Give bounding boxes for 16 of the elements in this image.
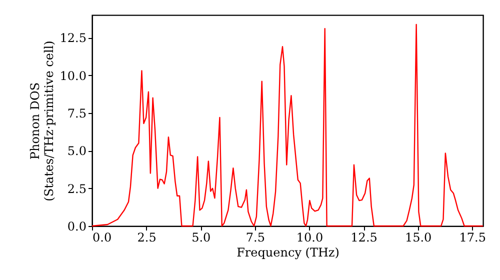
x-tick-label: 10.0 bbox=[296, 230, 324, 244]
x-tick-label: 12.5 bbox=[350, 230, 378, 244]
y-axis-title: Phonon DOS (States/THz·primitive cell) bbox=[28, 40, 56, 202]
y-tick-label: 0.0 bbox=[67, 220, 86, 234]
y-tick-label: 5.0 bbox=[67, 144, 86, 158]
x-axis-title: Frequency (THz) bbox=[236, 246, 340, 260]
x-tick-label: 2.5 bbox=[137, 230, 156, 244]
y-tick-label: 10.0 bbox=[60, 68, 86, 83]
x-tick-label: 5.0 bbox=[192, 230, 211, 244]
x-tick-label: 15.0 bbox=[404, 230, 432, 244]
y-tick-label: 7.5 bbox=[67, 106, 86, 120]
x-tick-label: 17.5 bbox=[459, 230, 486, 244]
y-tick-label: 12.5 bbox=[60, 31, 86, 46]
x-tick-label: 7.5 bbox=[246, 230, 265, 244]
x-tick-label: 0.0 bbox=[92, 230, 112, 244]
y-tick-label: 2.5 bbox=[67, 182, 86, 196]
